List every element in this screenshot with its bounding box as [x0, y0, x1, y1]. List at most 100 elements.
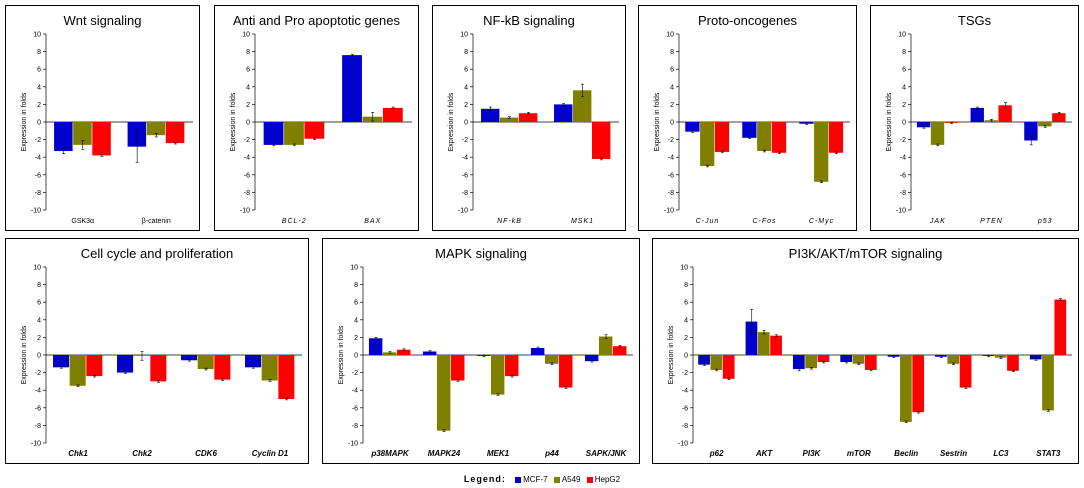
- chart-title: TSGs: [957, 13, 992, 28]
- legend-swatch: [515, 476, 522, 483]
- x-tick-label: SAPK/JNK: [586, 449, 628, 458]
- bar-a549: [757, 122, 772, 152]
- x-tick-label: NF-kB: [497, 218, 522, 225]
- y-tick-label: 6: [37, 300, 41, 307]
- legend-label: HepG2: [594, 475, 621, 484]
- y-tick-label: 8: [902, 49, 906, 56]
- bar-hepg2: [722, 355, 735, 379]
- bar-hepg2: [770, 335, 782, 355]
- x-tick-label: p53: [1037, 218, 1053, 225]
- y-tick-label: -8: [682, 423, 688, 430]
- bar-a549: [544, 355, 559, 364]
- legend-item-hepg2: HepG2: [583, 475, 620, 484]
- y-tick-label: 8: [464, 49, 468, 56]
- y-tick-label: -10: [348, 441, 358, 448]
- chart-panel-cell-cycle: Cell cycle and proliferation 10 8 6 4 2 0 -2 -4…: [5, 238, 309, 464]
- y-axis-label: Expression in folds: [654, 92, 661, 151]
- y-tick-label: -2: [35, 370, 41, 377]
- bar-hepg2: [92, 122, 111, 156]
- chart-title: Proto-oncogenes: [697, 13, 797, 28]
- y-tick-label: -10: [240, 208, 250, 215]
- x-tick-label: C-Myc: [809, 218, 834, 225]
- bar-hepg2: [397, 349, 411, 355]
- bar-mcf7: [481, 108, 500, 122]
- bar-mcf7: [745, 321, 758, 355]
- bar-mcf7: [584, 355, 599, 362]
- y-tick-label: -8: [35, 190, 41, 197]
- bar-mcf7: [982, 355, 995, 356]
- x-tick-label: MAPK24: [428, 449, 461, 458]
- bar-a549: [1038, 122, 1052, 127]
- bar-a549: [710, 355, 723, 370]
- bar-a549: [598, 336, 613, 355]
- bar-hepg2: [559, 355, 573, 388]
- chart-svg: 10 8 6 4 2 0 -2 -4 -6 -8 -10 Expression in folds p62…: [668, 265, 1072, 458]
- bar-a549: [930, 122, 945, 145]
- y-tick-label: 0: [37, 353, 41, 360]
- bar-a549: [436, 355, 451, 431]
- bar-mcf7: [742, 122, 757, 138]
- x-tick-label: Chk2: [132, 449, 152, 458]
- bar-a549: [146, 122, 166, 136]
- y-tick-label: -2: [352, 370, 358, 377]
- chart-svg: 10 8 6 4 2 0 -2 -4 -6 -8 -10 Expression in folds GSK…: [21, 32, 193, 225]
- legend-item-a549: A549: [550, 475, 581, 484]
- x-tick-label: PI3K: [803, 449, 822, 458]
- chart-svg: 10 8 6 4 2 0 -2 -4 -6 -8 -10 Expression in folds NF-…: [448, 32, 619, 225]
- bar-hepg2: [912, 355, 925, 413]
- y-tick-label: 6: [354, 300, 358, 307]
- bar-hepg2: [1052, 113, 1066, 122]
- bar-mcf7: [263, 122, 284, 145]
- bar-hepg2: [771, 122, 787, 153]
- x-tick-label: Cyclin D1: [252, 449, 289, 458]
- y-tick-label: -2: [682, 370, 688, 377]
- y-tick-label: 2: [684, 335, 688, 342]
- chart-svg: 10 8 6 4 2 0 -2 -4 -6 -8 -10 Expression in folds BCL…: [230, 32, 412, 225]
- bar-a549: [805, 355, 817, 369]
- bar-hepg2: [214, 355, 231, 380]
- y-axis-label: Expression in folds: [338, 325, 345, 384]
- y-tick-label: -8: [244, 190, 250, 197]
- chart-panel-nfkb: NF-kB signaling 10 8 6 4 2 0 -2 -4 -6 -8 -10 Expres…: [432, 5, 626, 231]
- bar-hepg2: [518, 113, 538, 122]
- y-axis-label: Expression in folds: [886, 92, 893, 151]
- x-tick-label: Sestrin: [940, 449, 967, 458]
- y-tick-label: -8: [668, 190, 674, 197]
- bar-mcf7: [422, 351, 437, 355]
- y-tick-label: 0: [37, 120, 41, 127]
- bar-mcf7: [1024, 122, 1038, 141]
- y-tick-label: 0: [246, 120, 250, 127]
- chart-title: Wnt signaling: [63, 13, 142, 28]
- bar-hepg2: [150, 355, 167, 382]
- y-tick-label: 8: [354, 282, 358, 289]
- bar-a549: [1042, 355, 1054, 411]
- chart-title: MAPK signaling: [435, 246, 527, 261]
- x-tick-label: MSK1: [571, 218, 594, 225]
- bar-hepg2: [864, 355, 877, 370]
- bar-a549: [73, 122, 92, 145]
- y-tick-label: -6: [462, 172, 468, 179]
- bar-mcf7: [342, 55, 362, 123]
- y-tick-label: 0: [902, 120, 906, 127]
- y-tick-label: -8: [352, 423, 358, 430]
- x-tick-label: p44: [544, 449, 559, 458]
- y-tick-label: -10: [31, 208, 41, 215]
- y-tick-label: -10: [31, 441, 41, 448]
- bar-a549: [69, 355, 86, 386]
- bar-a549: [500, 117, 519, 122]
- chart-title: Cell cycle and proliferation: [80, 246, 234, 261]
- y-tick-label: -10: [458, 208, 468, 215]
- bar-a549: [852, 355, 865, 364]
- y-tick-label: -10: [678, 441, 688, 448]
- y-tick-label: 10: [33, 265, 41, 272]
- y-tick-label: 4: [684, 317, 688, 324]
- x-tick-label: PTEN: [980, 218, 1003, 225]
- bar-hepg2: [613, 346, 627, 355]
- bar-mcf7: [530, 347, 545, 355]
- legend-label: MCF-7: [523, 475, 548, 484]
- x-tick-label: Beclin: [894, 449, 918, 458]
- bar-hepg2: [591, 122, 611, 159]
- y-tick-label: -6: [35, 172, 41, 179]
- y-tick-label: -2: [900, 137, 906, 144]
- y-tick-label: 6: [464, 67, 468, 74]
